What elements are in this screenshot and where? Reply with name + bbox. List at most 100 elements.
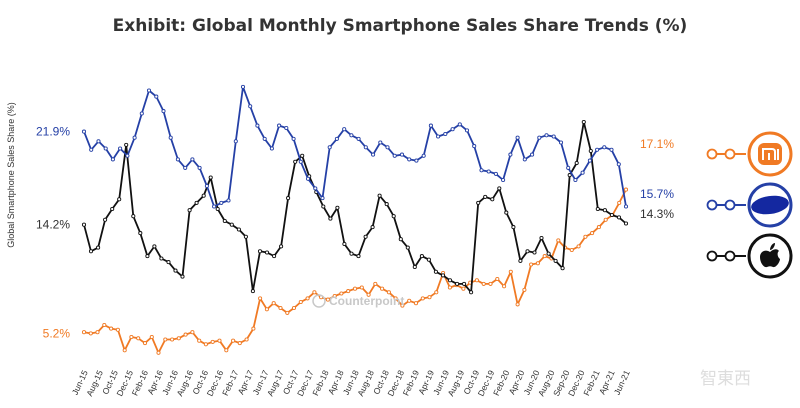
data-point (573, 177, 578, 183)
data-point (515, 135, 520, 140)
data-point (623, 187, 629, 192)
data-point (110, 206, 115, 212)
data-point (447, 285, 452, 290)
apple-logo-icon (747, 233, 793, 279)
data-point (436, 134, 441, 139)
data-point (131, 214, 136, 219)
data-point (542, 254, 547, 259)
data-point (339, 291, 344, 296)
chart-title: Exhibit: Global Monthly Smartphone Sales… (112, 16, 688, 36)
data-point (173, 268, 178, 273)
series-line (83, 86, 627, 208)
data-point (170, 337, 175, 342)
data-point (569, 247, 574, 253)
data-point (125, 153, 130, 158)
data-point (175, 157, 180, 162)
legend-entry (706, 131, 793, 177)
data-point (511, 225, 516, 230)
data-point (595, 206, 600, 212)
legend-marker (706, 250, 718, 262)
data-point (212, 204, 217, 209)
data-point (163, 337, 168, 342)
data-point (226, 198, 231, 203)
data-point (132, 135, 137, 140)
data-point (129, 334, 134, 340)
xiaomi-logo-icon (747, 131, 793, 177)
data-point (222, 218, 227, 224)
end-label: 14.3% (640, 207, 674, 221)
corner-watermark: 智東西 (700, 369, 751, 389)
data-point (284, 125, 289, 131)
data-point (298, 299, 303, 305)
data-point (237, 341, 242, 346)
legend-marker (724, 148, 736, 160)
data-point (233, 139, 238, 144)
data-point (298, 159, 303, 164)
data-point (400, 303, 405, 308)
data-point (332, 293, 337, 299)
legend-entry (706, 182, 793, 228)
data-point (617, 200, 622, 205)
data-point (490, 197, 495, 202)
data-point (293, 159, 298, 164)
data-point (366, 292, 371, 297)
data-point (440, 273, 446, 278)
data-point (393, 296, 398, 301)
data-point (154, 94, 159, 99)
data-point (335, 205, 340, 210)
data-point (539, 235, 544, 241)
data-point (566, 165, 571, 170)
data-point (596, 225, 601, 230)
data-point (488, 281, 493, 286)
data-point (269, 146, 274, 151)
data-point (334, 136, 339, 141)
data-point (595, 147, 600, 152)
data-point (421, 153, 426, 158)
data-point (469, 290, 474, 295)
data-point (623, 204, 629, 209)
data-point (378, 140, 383, 145)
data-point (81, 222, 87, 227)
data-point (277, 123, 282, 128)
data-point (180, 274, 185, 279)
data-point (152, 244, 157, 249)
data-point (588, 148, 593, 154)
data-point (95, 330, 100, 335)
data-point (558, 140, 564, 145)
data-point (371, 152, 376, 157)
data-point (623, 221, 629, 226)
data-point (262, 136, 267, 141)
data-point (529, 262, 534, 267)
data-point (210, 339, 215, 344)
data-point (117, 197, 122, 202)
data-point (518, 258, 523, 263)
data-point (497, 186, 502, 191)
data-point (190, 330, 195, 335)
data-point (142, 341, 148, 346)
data-point (455, 281, 460, 286)
data-point (103, 146, 108, 151)
data-point (553, 258, 558, 263)
data-point (349, 251, 354, 256)
data-point (602, 145, 607, 150)
data-point (515, 302, 520, 307)
legend-marker (724, 199, 736, 211)
data-point (428, 123, 433, 128)
data-point (342, 127, 347, 132)
data-point (88, 331, 93, 336)
data-point (414, 158, 419, 163)
data-point (194, 200, 199, 205)
data-point (522, 287, 527, 292)
data-point (321, 204, 326, 209)
end-label: 17.1% (640, 137, 674, 151)
data-point (602, 208, 607, 213)
data-point (474, 278, 479, 283)
data-point (258, 296, 263, 301)
data-point (486, 169, 491, 174)
data-point (264, 307, 269, 312)
data-point (156, 350, 161, 355)
data-point (272, 254, 277, 259)
data-point (544, 133, 549, 138)
data-point (447, 278, 453, 283)
